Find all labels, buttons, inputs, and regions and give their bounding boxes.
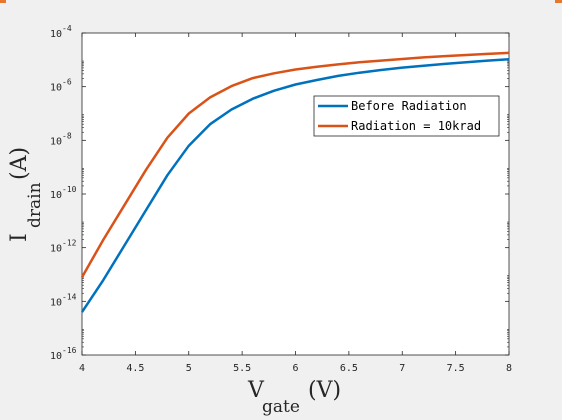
legend: Before Radiation Radiation = 10krad — [313, 95, 500, 137]
y-tick-label-exponent: -14 — [62, 292, 77, 301]
y-tick-label-base: 10 — [50, 83, 62, 94]
x-axis-label-subscript: gate — [262, 397, 300, 417]
legend-label-radiation-10krad: Radiation = 10krad — [351, 119, 481, 133]
y-axis-label-subscript: drain — [25, 182, 45, 228]
y-tick-label-exponent: -10 — [62, 185, 77, 194]
x-tick-label: 4.5 — [126, 363, 144, 374]
y-tick-label-base: 10 — [50, 351, 62, 362]
y-tick-label-base: 10 — [50, 29, 62, 40]
y-tick-label-base: 10 — [50, 297, 62, 308]
x-axis-label-unit: (V) — [308, 378, 341, 403]
y-tick-label-exponent: -12 — [62, 239, 77, 248]
y-axis-label: I — [7, 233, 32, 242]
series-line-before-radiation — [80, 58, 510, 313]
x-axis-ticks: 4 4.5 5 5.5 6 6.5 7 7.5 8 — [79, 33, 512, 374]
x-tick-label: 4 — [79, 363, 85, 374]
x-tick-label: 6 — [292, 363, 298, 374]
y-axis-label-group: I drain (A) — [7, 147, 45, 242]
y-axis-label-unit: (A) — [7, 147, 32, 180]
x-tick-label: 7 — [399, 363, 405, 374]
y-tick-label-exponent: -8 — [62, 131, 72, 140]
series-line-radiation-10krad — [80, 51, 510, 278]
x-tick-label: 6.5 — [340, 363, 358, 374]
x-tick-label: 5 — [186, 363, 192, 374]
legend-label-before-radiation: Before Radiation — [351, 99, 467, 113]
series-layer — [80, 51, 510, 313]
y-tick-label-base: 10 — [50, 190, 62, 201]
legend-box — [313, 95, 500, 137]
x-axis-label: V — [247, 378, 265, 403]
y-tick-label-exponent: -4 — [62, 24, 72, 33]
window-corner-accent — [0, 0, 6, 3]
plot-area — [81, 32, 510, 356]
x-tick-label: 8 — [506, 363, 512, 374]
y-tick-label-base: 10 — [50, 136, 62, 147]
y-tick-label-exponent: -16 — [62, 346, 77, 355]
window-corner-accent-right — [555, 0, 562, 3]
x-tick-label: 7.5 — [447, 363, 465, 374]
x-tick-label: 5.5 — [233, 363, 251, 374]
y-tick-label-exponent: -6 — [62, 78, 72, 87]
y-tick-label-base: 10 — [50, 244, 62, 255]
